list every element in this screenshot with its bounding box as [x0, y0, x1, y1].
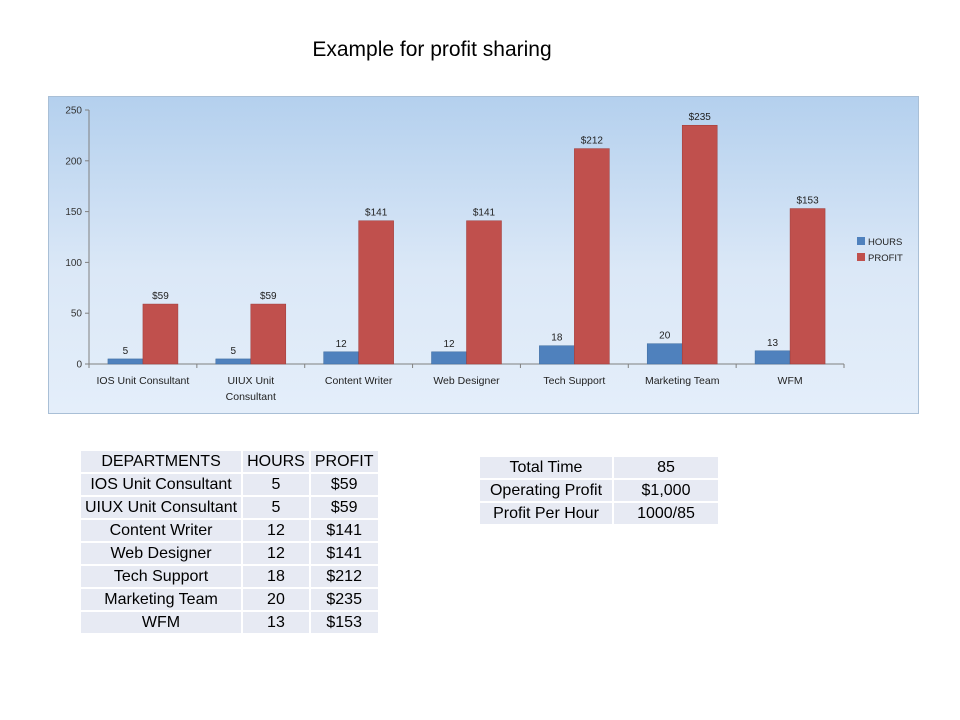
department-cell: Tech Support	[81, 566, 242, 587]
x-tick-label: Marketing Team	[645, 375, 720, 387]
department-cell: Marketing Team	[81, 589, 242, 610]
data-label-hours: 12	[443, 339, 455, 350]
bar-profit	[250, 303, 287, 365]
data-label-profit: $141	[365, 208, 388, 219]
bar-profit	[358, 220, 394, 365]
departments-table: DEPARTMENTS HOURS PROFIT IOS Unit Consultan…	[79, 449, 380, 635]
profit-chart: 0 50 100 150 200 250 5 $59 IOS Unit Consultant 5 $…	[48, 96, 919, 414]
profit-cell: $59	[310, 497, 378, 518]
bar-chart-svg: 0 50 100 150 200 250 5 $59 IOS Unit Consultant 5 $…	[65, 106, 903, 404]
bar-profit	[142, 303, 179, 365]
department-cell: Web Designer	[81, 543, 242, 564]
hours-cell: 20	[243, 589, 309, 610]
data-label-hours: 18	[551, 333, 563, 344]
x-tick-label: UIUX Unit	[227, 375, 274, 387]
department-cell: IOS Unit Consultant	[81, 474, 242, 495]
y-tick-label: 50	[71, 309, 83, 320]
data-label-profit: $212	[581, 136, 604, 147]
data-label-profit: $141	[473, 208, 496, 219]
data-label-profit: $235	[689, 112, 712, 123]
hours-cell: 13	[243, 612, 309, 633]
data-label-profit: $59	[152, 291, 169, 302]
header-hours: HOURS	[243, 451, 309, 472]
legend-swatch	[857, 253, 865, 261]
data-label-hours: 13	[767, 338, 779, 349]
header-departments: DEPARTMENTS	[81, 451, 242, 472]
summary-table: Total Time 85 Operating Profit $1,000 Profit…	[478, 455, 720, 526]
table-row: UIUX Unit Consultant 5 $59	[81, 497, 378, 518]
page-title: Example for profit sharing	[312, 38, 552, 61]
hours-cell: 12	[243, 543, 309, 564]
y-tick-label: 100	[65, 258, 82, 269]
data-label-hours: 20	[659, 331, 671, 342]
table-row: IOS Unit Consultant 5 $59	[81, 474, 378, 495]
x-tick-label: Content Writer	[325, 375, 393, 387]
data-label-profit: $153	[796, 196, 819, 207]
bar-hours	[754, 350, 791, 365]
summary-label-cell: Profit Per Hour	[480, 503, 612, 524]
bar-hours	[431, 351, 467, 365]
hours-cell: 5	[243, 474, 309, 495]
legend-swatch	[857, 237, 865, 245]
legend-label: PROFIT	[868, 253, 903, 264]
header-profit: PROFIT	[310, 451, 378, 472]
table-row: Tech Support 18 $212	[81, 566, 378, 587]
summary-value-cell: $1,000	[614, 480, 718, 501]
table-row: Marketing Team 20 $235	[81, 589, 378, 610]
profit-cell: $141	[310, 520, 378, 541]
profit-cell: $235	[310, 589, 378, 610]
profit-cell: $212	[310, 566, 378, 587]
table-row: Web Designer 12 $141	[81, 543, 378, 564]
data-label-hours: 5	[231, 346, 237, 357]
summary-row: Operating Profit $1,000	[480, 480, 718, 501]
bar-profit	[681, 124, 718, 365]
y-tick-label: 250	[65, 106, 82, 117]
y-tick-label: 200	[65, 156, 82, 167]
profit-cell: $153	[310, 612, 378, 633]
table-row: WFM 13 $153	[81, 612, 378, 633]
summary-label-cell: Operating Profit	[480, 480, 612, 501]
department-cell: UIUX Unit Consultant	[81, 497, 242, 518]
profit-cell: $141	[310, 543, 378, 564]
x-tick-label: Consultant	[226, 391, 276, 403]
legend-label: HOURS	[868, 237, 902, 248]
bar-profit	[789, 208, 826, 365]
table-header-row: DEPARTMENTS HOURS PROFIT	[81, 451, 378, 472]
hours-cell: 18	[243, 566, 309, 587]
y-tick-label: 150	[65, 207, 82, 218]
bar-profit	[466, 220, 502, 365]
bar-hours	[107, 358, 144, 365]
summary-value-cell: 1000/85	[614, 503, 718, 524]
profit-cell: $59	[310, 474, 378, 495]
department-cell: WFM	[81, 612, 242, 633]
table-row: Content Writer 12 $141	[81, 520, 378, 541]
data-label-hours: 12	[336, 339, 348, 350]
hours-cell: 5	[243, 497, 309, 518]
x-tick-label: Web Designer	[433, 375, 500, 387]
summary-row: Total Time 85	[480, 457, 718, 478]
data-label-hours: 5	[123, 346, 129, 357]
bar-hours	[539, 345, 575, 365]
summary-value-cell: 85	[614, 457, 718, 478]
x-tick-label: IOS Unit Consultant	[97, 375, 190, 387]
department-cell: Content Writer	[81, 520, 242, 541]
bar-hours	[215, 358, 252, 365]
bar-profit	[574, 148, 610, 365]
data-label-profit: $59	[260, 291, 277, 302]
x-tick-label: Tech Support	[543, 375, 605, 387]
summary-row: Profit Per Hour 1000/85	[480, 503, 718, 524]
bar-hours	[646, 343, 683, 365]
x-tick-label: WFM	[778, 375, 803, 387]
summary-label-cell: Total Time	[480, 457, 612, 478]
hours-cell: 12	[243, 520, 309, 541]
y-tick-label: 0	[76, 360, 82, 371]
bar-hours	[323, 351, 359, 365]
